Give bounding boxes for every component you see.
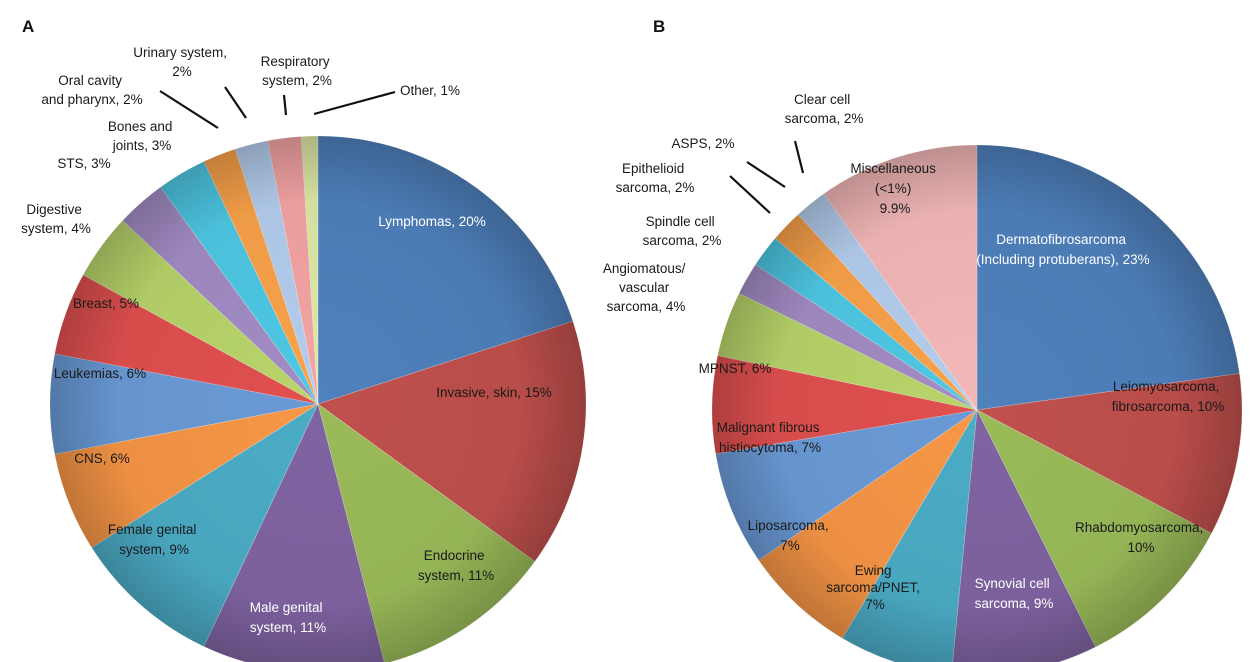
pie-chart-a: A Lymphomas, 20% Invasive, skin, 15% End… <box>21 17 587 662</box>
slice-label-male-genital: Male genital system, 11% <box>250 600 327 635</box>
slice-label-breast: Breast, 5% <box>73 296 139 311</box>
slice-label-miscellaneous: Miscellaneous (<1%) 9.9% <box>850 161 939 216</box>
panel-letter-b: B <box>653 17 665 36</box>
leader-line-asps <box>746 161 786 188</box>
leader-line-oral-cavity <box>159 90 219 129</box>
slice-label-mpnst: MPNST, 6% <box>699 361 772 376</box>
slice-label-oral-cavity: Oral cavity and pharynx, 2% <box>41 73 142 107</box>
leader-line-clear-cell <box>793 140 805 174</box>
slice-label-angiomatous: Angiomatous/ vascular sarcoma, 4% <box>603 261 689 314</box>
slice-label-leukemias: Leukemias, 6% <box>54 366 146 381</box>
slice-label-cns: CNS, 6% <box>74 451 130 466</box>
leader-line-epithelioid <box>729 175 771 214</box>
panel-letter-a: A <box>22 17 34 36</box>
slice-label-dermatofibrosarcoma: Dermatofibrosarcoma (Including protubera… <box>976 232 1149 267</box>
pie-slice-dermatofibrosarcoma-including-protuberans <box>976 144 1240 411</box>
slice-label-digestive: Digestive system, 4% <box>21 202 91 236</box>
leader-line-other <box>313 90 396 116</box>
slice-label-endocrine: Endocrine system, 11% <box>418 548 494 583</box>
slice-label-asps: ASPS, 2% <box>671 136 734 151</box>
slice-label-epithelioid: Epithelioid sarcoma, 2% <box>616 161 695 195</box>
leader-line-urinary <box>224 86 247 119</box>
slice-label-leiomyosarcoma: Leiomyosarcoma, fibrosarcoma, 10% <box>1112 379 1225 414</box>
slice-label-liposarcoma: Liposarcoma, 7% <box>748 518 833 553</box>
slice-label-synovial: Synovial cell sarcoma, 9% <box>975 576 1054 611</box>
slice-label-respiratory: Respiratory system, 2% <box>261 54 334 88</box>
slice-label-rhabdomyosarcoma: Rhabdomyosarcoma, 10% <box>1075 520 1207 555</box>
slice-label-urinary: Urinary system, 2% <box>133 45 231 79</box>
leader-line-respiratory <box>282 94 288 116</box>
slice-label-sts: STS, 3% <box>57 156 110 171</box>
pie-a-labels: Lymphomas, 20% Invasive, skin, 15% Endoc… <box>21 45 552 635</box>
slice-label-lymphomas: Lymphomas, 20% <box>378 214 486 229</box>
slice-label-spindle: Spindle cell sarcoma, 2% <box>643 214 722 248</box>
slice-label-mfh: Malignant fibrous histiocytoma, 7% <box>717 420 824 455</box>
slice-label-ewing: Ewing sarcoma/PNET, 7% <box>826 563 924 612</box>
slice-label-female-genital: Female genital system, 9% <box>108 522 200 557</box>
slice-label-other: Other, 1% <box>400 83 460 98</box>
pie-chart-b: B Dermatofibrosarcoma (Including protube… <box>603 17 1243 662</box>
slice-label-bones-joints: Bones and joints, 3% <box>108 119 176 153</box>
slice-label-invasive-skin: Invasive, skin, 15% <box>436 385 552 400</box>
pie-b-leader-lines <box>729 140 805 214</box>
pie-a-leader-lines <box>159 86 396 129</box>
slice-label-clear-cell: Clear cell sarcoma, 2% <box>785 92 864 126</box>
pie-b-labels: Dermatofibrosarcoma (Including protubera… <box>603 92 1224 612</box>
